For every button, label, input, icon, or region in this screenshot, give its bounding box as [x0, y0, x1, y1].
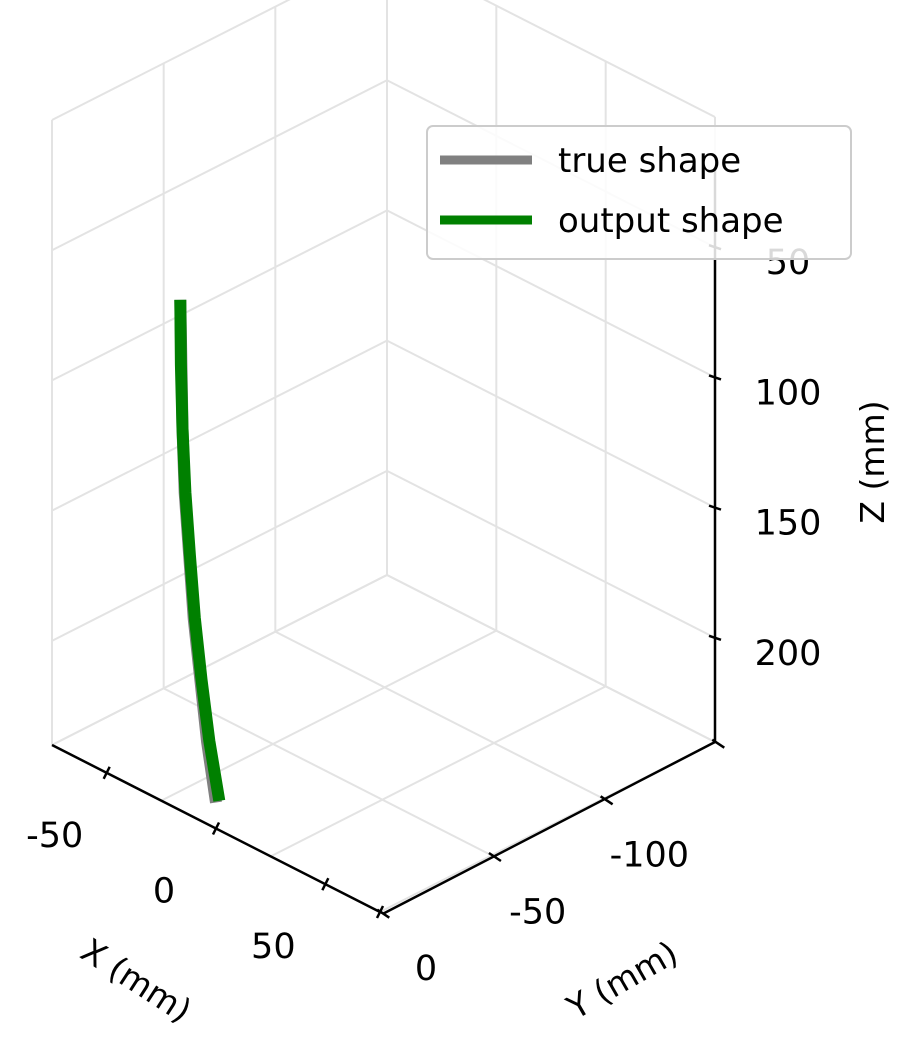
z-axis-label: Z (mm)	[853, 400, 892, 523]
grid-left-z-1	[51, 79, 388, 252]
grid-floor-y-1	[163, 687, 493, 857]
grid-back-z-5	[386, 574, 716, 743]
y-tick-label: -100	[610, 836, 689, 876]
legend-box	[426, 125, 852, 260]
y-tick-label: -50	[509, 892, 566, 932]
x-tick-0	[102, 766, 111, 780]
x-tick-2	[321, 877, 330, 891]
legend-label-output-shape: output shape	[558, 201, 784, 241]
grid-floor-y-2	[274, 630, 604, 800]
z-tick-label: 200	[755, 634, 822, 674]
grid-back-z-0	[482, 0, 716, 118]
grid-back-z-3	[386, 339, 716, 509]
y-tick-3	[711, 738, 725, 749]
legend: true shape output shape	[426, 125, 852, 260]
y-tick-1	[488, 851, 502, 863]
z-tick	[708, 634, 722, 642]
x-tick-label: 50	[251, 927, 296, 967]
series-line-output-shape	[174, 299, 226, 802]
grid-back-z-4	[386, 469, 716, 639]
grid-left-z-3	[51, 339, 388, 512]
z-tick-label: 150	[755, 504, 822, 544]
z-tick-label: 100	[755, 373, 822, 413]
grid-left-z-4	[51, 469, 388, 642]
y-axis-line	[382, 740, 716, 915]
legend-label-true-shape: true shape	[558, 141, 741, 181]
back-pane-x	[52, 0, 387, 745]
y-tick-label: 0	[415, 949, 437, 989]
series-lines	[174, 299, 226, 804]
grid-left-z-5	[51, 574, 388, 746]
x-tick-1	[211, 821, 221, 836]
y-axis-label: Y (mm)	[559, 933, 684, 1028]
tick-marks	[102, 244, 725, 919]
x-tick-label: -50	[26, 816, 83, 856]
grid-left-z-2	[51, 209, 388, 382]
grid-left-z-0	[51, 0, 291, 121]
y-tick-2	[599, 795, 614, 806]
z-tick	[708, 374, 722, 381]
x-tick-label: 0	[153, 872, 175, 912]
x-axis-label: X (mm)	[74, 930, 199, 1030]
y-tick-0	[376, 908, 390, 919]
z-tick	[708, 504, 722, 511]
grid-floor-x-2	[270, 685, 607, 858]
